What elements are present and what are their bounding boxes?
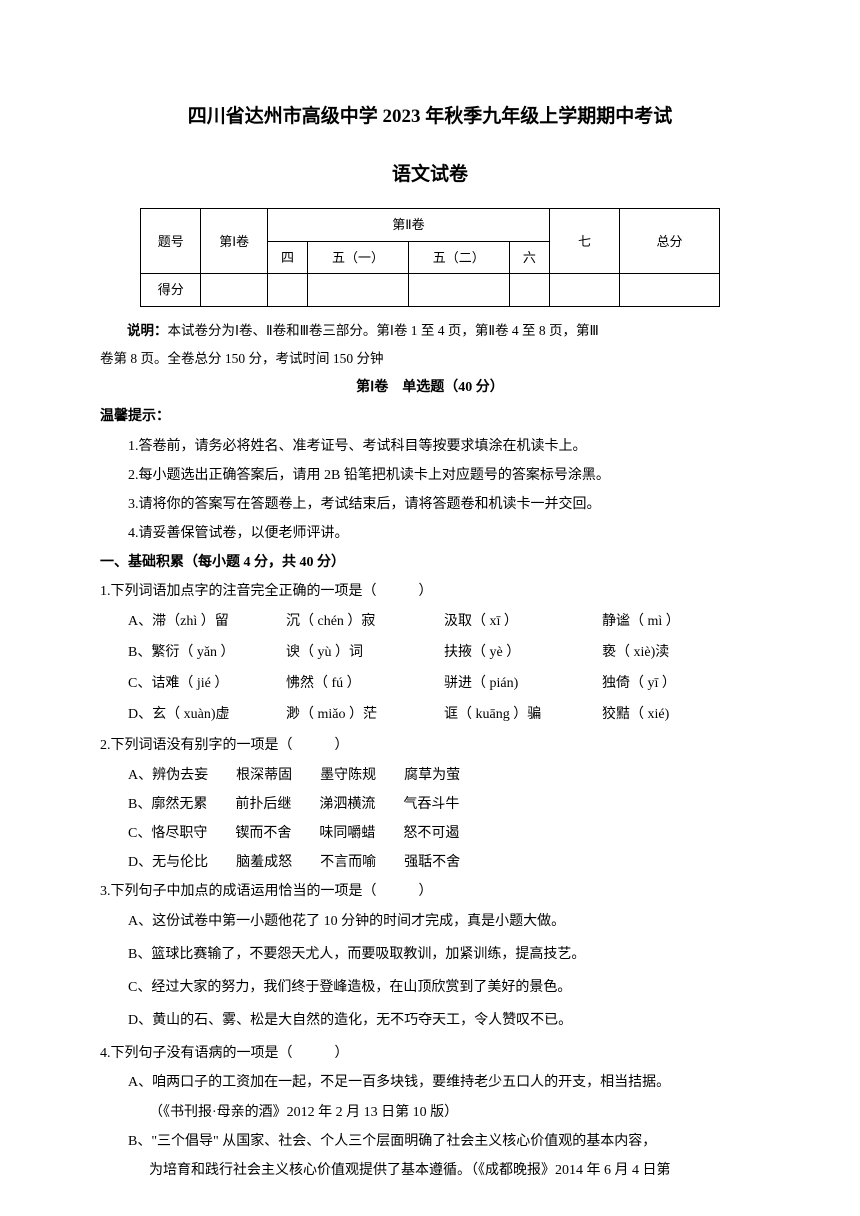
shuoming-label: 说明： [127,323,168,338]
th-juan2: 第Ⅱ卷 [267,209,549,241]
cell-empty [201,274,267,306]
tip-item-2: 2.每小题选出正确答案后，请用 2B 铅笔把机读卡上对应题号的答案标号涂黑。 [128,463,760,488]
q2-option-d: D、无与伦比 脑羞成怒 不言而喻 强聒不舍 [128,850,760,875]
score-table: 题号 第Ⅰ卷 第Ⅱ卷 七 总分 四 五（一） 五（二） 六 得分 [140,208,720,306]
q4-option-a2: （《书刊报·母亲的酒》2012 年 2 月 13 日第 10 版） [149,1100,760,1125]
q1-c-1: C、诘难（ jié ） [128,671,286,696]
q1-d-3: 诓（ kuāng ）骗 [444,702,602,727]
th-si: 四 [267,241,307,273]
q1-a-4: 静谧（ mì ） [602,609,760,634]
cell-empty [550,274,620,306]
q1-stem: 1.下列词语加点字的注音完全正确的一项是（ ） [100,579,760,604]
q1-option-b: B、繁衍（ yǎn ） 谀（ yù ）词 扶掖（ yè ） 亵（ xiè)渎 [128,640,760,665]
th-defen: 得分 [141,274,201,306]
th-qi: 七 [550,209,620,274]
q1-option-a: A、滞（zhì ）留 沉（ chén ）寂 汲取（ xī ） 静谧（ mì ） [128,609,760,634]
q3-option-c: C、经过大家的努力，我们终于登峰造极，在山顶欣赏到了美好的景色。 [128,975,760,1000]
q1-d-4: 狡黠（ xié) [602,702,760,727]
cell-empty [620,274,720,306]
shuoming-line2: 卷第 8 页。全卷总分 150 分，考试时间 150 分钟 [100,347,760,371]
q2-stem: 2.下列词语没有别字的一项是（ ） [100,733,760,758]
q2-option-c: C、恪尽职守 锲而不舍 味同嚼蜡 怒不可遏 [128,821,760,846]
tip-item-1: 1.答卷前，请务必将姓名、准考证号、考试科目等按要求填涂在机读卡上。 [128,434,760,459]
q1-c-4: 独倚（ yī ） [602,671,760,696]
th-juan1: 第Ⅰ卷 [201,209,267,274]
q1-b-3: 扶掖（ yè ） [444,640,602,665]
warm-tip-label: 温馨提示： [100,404,760,429]
q1-d-1: D、玄（ xuàn)虚 [128,702,286,727]
shuoming-text: 本试卷分为Ⅰ卷、Ⅱ卷和Ⅲ卷三部分。第Ⅰ卷 1 至 4 页，第Ⅱ卷 4 至 8 页… [168,323,599,338]
q4-stem: 4.下列句子没有语病的一项是（ ） [100,1041,760,1066]
q3-option-b: B、篮球比赛输了，不要怨天尤人，而要吸取教训，加紧训练，提高技艺。 [128,942,760,967]
q4-option-a1: A、咱两口子的工资加在一起，不足一百多块钱，要维持老少五口人的开支，相当拮据。 [128,1070,760,1095]
section1-title: 一、基础积累（每小题 4 分，共 40 分） [100,550,760,575]
shuoming-line1: 说明：本试卷分为Ⅰ卷、Ⅱ卷和Ⅲ卷三部分。第Ⅰ卷 1 至 4 页，第Ⅱ卷 4 至 … [100,319,760,343]
q4-option-b2: 为培育和践行社会主义核心价值观提供了基本遵循。（《成都晚报》2014 年 6 月… [149,1158,760,1183]
main-title: 四川省达州市高级中学 2023 年秋季九年级上学期期中考试 [100,100,760,134]
q3-option-d: D、黄山的石、雾、松是大自然的造化，无不巧夺天工，令人赞叹不已。 [128,1008,760,1033]
q1-b-1: B、繁衍（ yǎn ） [128,640,286,665]
tip-item-3: 3.请将你的答案写在答题卷上，考试结束后，请将答题卷和机读卡一并交回。 [128,492,760,517]
cell-empty [308,274,409,306]
cell-empty [509,274,549,306]
q1-b-4: 亵（ xiè)渎 [602,640,760,665]
q1-option-c: C、诘难（ jié ） 怫然（ fú ） 骈进（ pián) 独倚（ yī ） [128,671,760,696]
th-liu: 六 [509,241,549,273]
q1-a-1: A、滞（zhì ）留 [128,609,286,634]
q2-option-a: A、辨伪去妄 根深蒂固 墨守陈规 腐草为萤 [128,763,760,788]
q1-d-2: 渺（ miǎo ）茫 [286,702,444,727]
sub-title: 语文试卷 [100,158,760,192]
th-wu1: 五（一） [308,241,409,273]
tip-item-4: 4.请妥善保管试卷，以便老师评讲。 [128,521,760,546]
q1-c-3: 骈进（ pián) [444,671,602,696]
q1-a-3: 汲取（ xī ） [444,609,602,634]
q1-option-d: D、玄（ xuàn)虚 渺（ miǎo ）茫 诓（ kuāng ）骗 狡黠（ x… [128,702,760,727]
q2-option-b: B、廓然无累 前扑后继 涕泗横流 气吞斗牛 [128,792,760,817]
q4-option-b1: B、"三个倡导" 从国家、社会、个人三个层面明确了社会主义核心价值观的基本内容， [128,1129,760,1154]
th-wu2: 五（二） [408,241,509,273]
q1-a-2: 沉（ chén ）寂 [286,609,444,634]
th-tihao: 题号 [141,209,201,274]
q3-stem: 3.下列句子中加点的成语运用恰当的一项是（ ） [100,879,760,904]
q1-b-2: 谀（ yù ）词 [286,640,444,665]
th-zongfen: 总分 [620,209,720,274]
cell-empty [408,274,509,306]
q1-c-2: 怫然（ fú ） [286,671,444,696]
cell-empty [267,274,307,306]
q3-option-a: A、这份试卷中第一小题他花了 10 分钟的时间才完成，真是小题大做。 [128,909,760,934]
section1-header: 第Ⅰ卷 单选题（40 分） [100,375,760,400]
